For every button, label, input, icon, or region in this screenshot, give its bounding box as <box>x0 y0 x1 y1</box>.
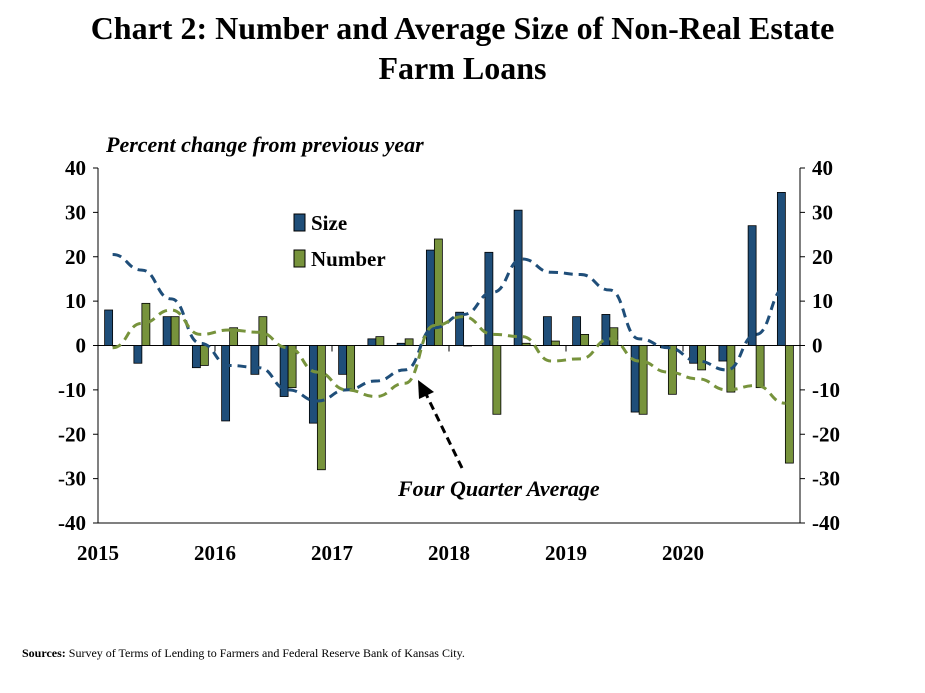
bar-number <box>609 327 619 346</box>
bar-number <box>463 345 473 347</box>
y-tick-label-left: -10 <box>58 378 86 402</box>
bar-size <box>191 345 201 369</box>
chart-title-line2: Farm Loans <box>378 50 547 86</box>
bar-number <box>170 316 180 346</box>
bar-number <box>199 345 209 366</box>
y-tick-label-left: 20 <box>65 245 86 269</box>
sources-note: Sources: Survey of Terms of Lending to F… <box>22 646 465 661</box>
bar-size <box>250 345 260 375</box>
y-tick-label-right: 10 <box>812 289 833 313</box>
bar-number <box>229 327 239 346</box>
bar-size <box>221 345 231 422</box>
x-tick-label: 2017 <box>311 541 353 565</box>
bar-number <box>755 345 765 389</box>
bar-number <box>346 345 356 391</box>
average-lines <box>112 253 786 405</box>
bar-size <box>338 345 348 375</box>
bar-size <box>367 338 377 346</box>
bar-number <box>404 338 414 346</box>
bar-number <box>492 345 502 415</box>
bar-number <box>550 340 560 346</box>
y-tick-label-right: -10 <box>812 378 840 402</box>
y-tick-label-left: -20 <box>58 422 86 446</box>
bar-number <box>375 336 385 346</box>
bar-number <box>287 345 297 389</box>
bar-size <box>630 345 640 413</box>
bar-size <box>572 316 582 346</box>
y-tick-label-right: 40 <box>812 156 833 180</box>
y-tick-label-left: 10 <box>65 289 86 313</box>
bar-number <box>726 345 736 393</box>
bar-number <box>521 342 531 346</box>
y-tick-label-left: -30 <box>58 467 86 491</box>
bar-size <box>133 345 143 364</box>
bar-number <box>667 345 677 395</box>
bar-number <box>141 302 151 346</box>
y-tick-label-right: 20 <box>812 245 833 269</box>
bars <box>104 192 794 471</box>
legend-size-swatch <box>293 213 306 232</box>
bar-size <box>776 192 786 346</box>
bar-size <box>396 342 406 346</box>
y-tick-label-left: 40 <box>65 156 86 180</box>
bar-number <box>580 334 590 346</box>
line-number-average <box>112 308 786 405</box>
bar-size <box>513 209 523 346</box>
y-tick-label-right: -30 <box>812 467 840 491</box>
bar-size <box>455 311 465 346</box>
y-tick-label-right: -20 <box>812 422 840 446</box>
chart-title-line1: Chart 2: Number and Average Size of Non-… <box>90 10 835 46</box>
legend-number-swatch <box>293 249 306 268</box>
x-tick-label: 2020 <box>662 541 704 565</box>
bar-number <box>433 238 443 346</box>
line-size-average <box>112 253 786 403</box>
y-tick-label-left: 0 <box>76 334 87 358</box>
y-tick-label-right: 0 <box>812 334 823 358</box>
bar-size <box>747 225 757 346</box>
x-tick-label: 2016 <box>194 541 236 565</box>
x-tick-label: 2015 <box>77 541 119 565</box>
bar-number <box>697 345 707 371</box>
sources-label: Sources: <box>22 646 66 660</box>
bar-size <box>542 316 552 346</box>
y-tick-label-right: -40 <box>812 511 840 535</box>
legend-number-label: Number <box>311 247 386 271</box>
bar-number <box>638 345 648 415</box>
sources-text: Survey of Terms of Lending to Farmers an… <box>68 646 465 660</box>
chart-title: Chart 2: Number and Average Size of Non-… <box>0 8 925 88</box>
y-axis-label: Percent change from previous year <box>106 132 424 157</box>
bar-size <box>104 309 114 346</box>
y-tick-label-left: 30 <box>65 200 86 224</box>
bar-size <box>162 316 172 346</box>
annotation-label: Four Quarter Average <box>397 476 600 501</box>
x-tick-label: 2019 <box>545 541 587 565</box>
legend-size-label: Size <box>311 211 347 235</box>
bar-number <box>784 345 794 464</box>
bar-number <box>316 345 326 471</box>
bar-size <box>484 251 494 346</box>
annotation: Four Quarter Average <box>397 380 600 501</box>
y-tick-label-left: -40 <box>58 511 86 535</box>
bar-size <box>718 345 728 362</box>
annotation-arrow-line <box>423 391 464 469</box>
legend: Size Number <box>293 211 386 271</box>
annotation-arrow-head <box>418 380 434 399</box>
x-tick-label: 2018 <box>428 541 470 565</box>
bar-size <box>308 345 318 424</box>
y-tick-label-right: 30 <box>812 200 833 224</box>
